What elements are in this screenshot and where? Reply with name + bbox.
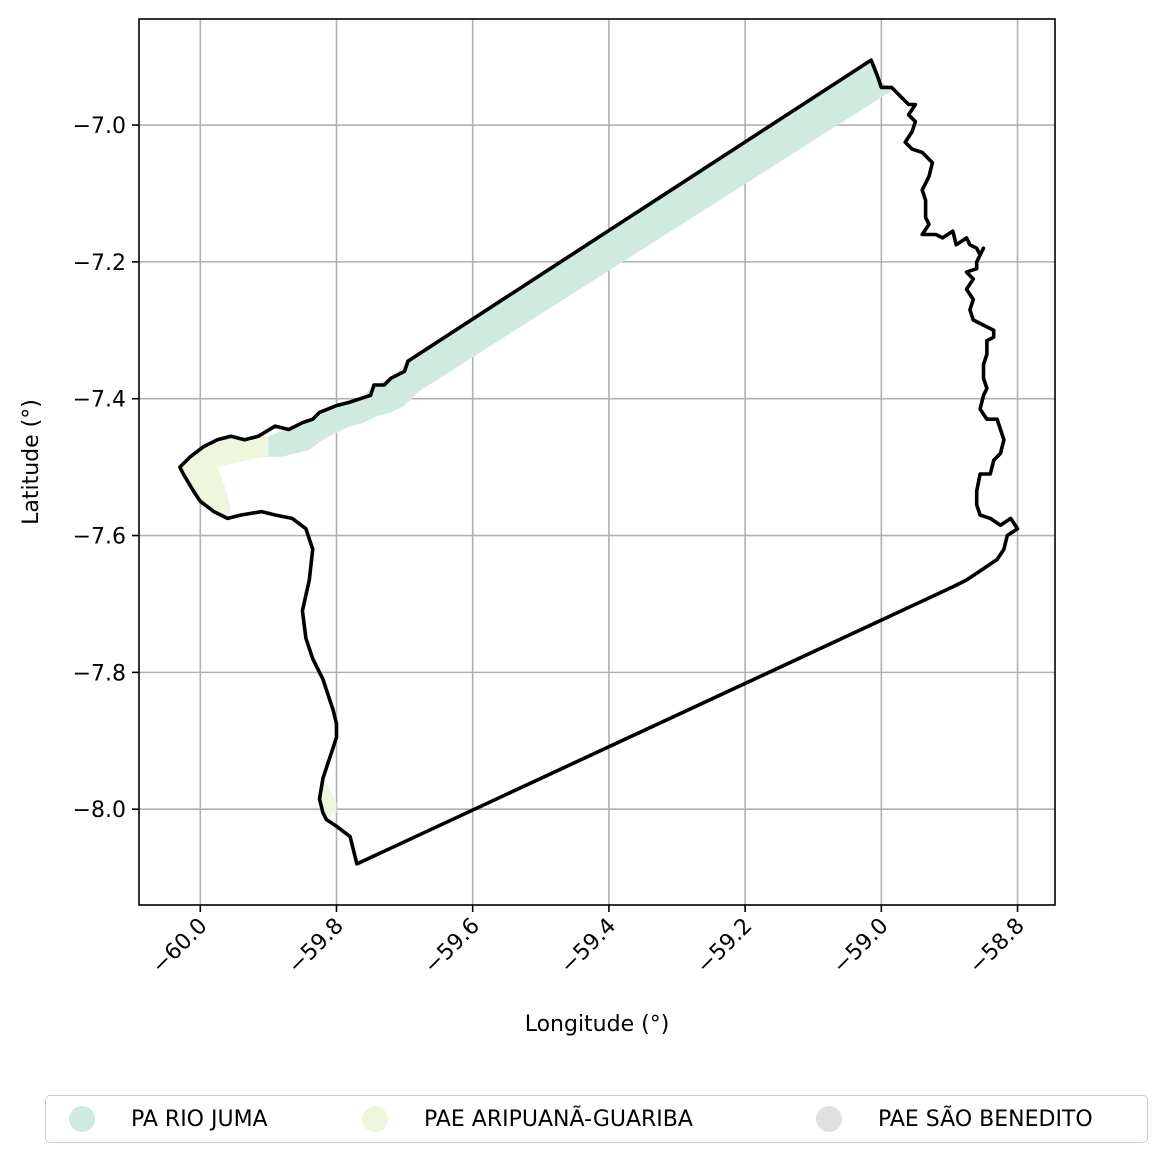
y-tick-label: −7.0 <box>73 114 126 139</box>
legend-item-pae-aripuana-guariba: PAE ARIPUANÃ-GUARIBA <box>362 1096 693 1142</box>
territory-boundary <box>178 58 1020 866</box>
y-tick-label: −8.0 <box>73 798 126 823</box>
y-tick-label: −7.4 <box>73 388 126 413</box>
y-axis-label: Latitude (°) <box>19 399 44 525</box>
map-plot: −60.0 −59.8 −59.6 −59.4 −59.2 −59.0 −58.8−7.0−… <box>19 18 1056 1037</box>
plot-frame <box>138 18 1056 906</box>
legend-item-pae-sao-benedito: PAE SÃO BENEDITO <box>816 1096 1093 1142</box>
legend-label: PA RIO JUMA <box>131 1106 268 1132</box>
legend-marker <box>816 1106 842 1132</box>
legend-label: PAE ARIPUANÃ-GUARIBA <box>424 1106 693 1132</box>
region-pae-aripuan-guariba <box>179 436 269 519</box>
y-tick-label: −7.6 <box>73 525 126 550</box>
legend: PA RIO JUMA PAE ARIPUANÃ-GUARIBA PAE SÃO… <box>45 1095 1148 1143</box>
region-pa-rio-juma <box>268 60 892 457</box>
x-axis-label: Longitude (°) <box>525 1012 670 1037</box>
legend-marker <box>362 1106 388 1132</box>
legend-marker <box>69 1106 95 1132</box>
legend-label: PAE SÃO BENEDITO <box>878 1106 1093 1132</box>
grid-lines <box>139 19 1055 905</box>
boundary-layer <box>178 58 1020 866</box>
y-tick-label: −7.8 <box>73 661 126 686</box>
y-tick-label: −7.2 <box>73 251 126 276</box>
legend-item-pa-rio-juma: PA RIO JUMA <box>69 1096 268 1142</box>
